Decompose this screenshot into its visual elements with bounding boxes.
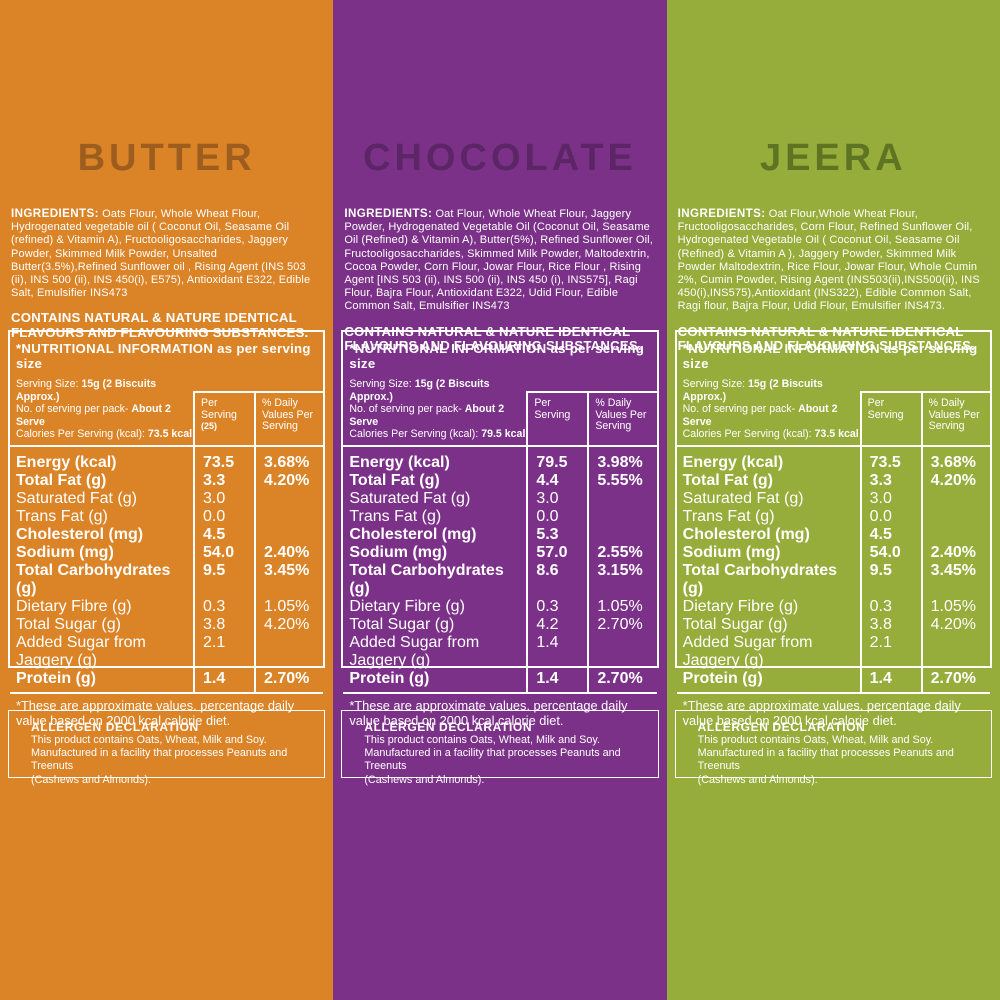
nutrition-row: Dietary Fibre (g) 0.3 1.05%: [677, 597, 990, 616]
nutrition-title: *NUTRITIONAL INFORMATION as per serving …: [349, 341, 645, 371]
nutrition-panel: *NUTRITIONAL INFORMATION as per serving …: [8, 330, 326, 728]
nutrition-panel: *NUTRITIONAL INFORMATION as per serving …: [674, 330, 992, 728]
nutrition-row: Total Fat (g) 3.3 4.20%: [677, 471, 990, 490]
ingredients-zone: INGREDIENTS: Oats Flour, Whole Wheat Flo…: [11, 196, 322, 354]
ingredients-text: INGREDIENTS: Oats Flour, Whole Wheat Flo…: [11, 207, 311, 300]
nutrition-row: Total Fat (g) 4.4 5.55%: [343, 471, 656, 490]
allergen-title: ALLERGEN DECLARATION: [364, 720, 533, 734]
serving-info: Serving Size: 15g (2 Biscuits Approx.) N…: [16, 378, 193, 441]
nutrition-header: Serving Size: 15g (2 Biscuits Approx.) N…: [10, 376, 324, 447]
ingredients-text: INGREDIENTS: Oat Flour, Whole Wheat Flou…: [344, 207, 653, 313]
column-header-daily-values: % Daily Values Per Serving: [254, 391, 324, 445]
nutrition-row: Cholesterol (mg) 4.5: [677, 525, 990, 544]
nutrition-rows: Energy (kcal) 79.5 3.98% Total Fat (g) 4.4 5.…: [343, 446, 656, 692]
nutrition-footnote: *These are approximate values. percentag…: [343, 691, 657, 733]
allergen-box: ALLERGEN DECLARATION This product contai…: [674, 710, 992, 786]
nutrition-row: Total Fat (g) 3.3 4.20%: [10, 471, 323, 490]
nutrition-row: Total Sugar (g) 3.8 4.20%: [677, 615, 990, 634]
nutrition-row: Total Sugar (g) 3.8 4.20%: [10, 615, 323, 634]
nutrition-title: *NUTRITIONAL INFORMATION as per serving …: [682, 341, 978, 371]
nutrition-row: Protein (g) 1.4 2.70%: [677, 669, 990, 692]
nutrition-row: Trans Fat (g) 0.0: [677, 507, 990, 526]
nutrition-row: Energy (kcal) 73.5 3.68%: [677, 446, 990, 472]
allergen-box: ALLERGEN DECLARATION This product contai…: [341, 710, 659, 786]
nutrition-row: Trans Fat (g) 0.0: [343, 507, 656, 526]
panel-jeera: JEERA INGREDIENTS: Oat Flour,Whole Wheat…: [666, 0, 1000, 1000]
allergen-title: ALLERGEN DECLARATION: [697, 720, 866, 734]
nutrition-row: Added Sugar from Jaggery (g) 2.1: [10, 633, 323, 670]
panel-butter: BUTTER INGREDIENTS: Oats Flour, Whole Wh…: [0, 0, 334, 1000]
allergen-text: This product contains Oats, Wheat, Milk …: [697, 734, 954, 786]
nutrition-row: Dietary Fibre (g) 0.3 1.05%: [10, 597, 323, 616]
nutrition-row: Sodium (mg) 57.0 2.55%: [343, 543, 656, 562]
allergen-box: ALLERGEN DECLARATION This product contai…: [8, 710, 326, 786]
ingredients-label: INGREDIENTS:: [677, 207, 766, 220]
column-header-per-serving: Per Serving: [859, 391, 921, 445]
nutrition-row: Total Carbohydrates (g) 9.5 3.45%: [677, 561, 990, 598]
nutrition-footnote: *These are approximate values. percentag…: [10, 691, 324, 733]
nutrition-row: Cholesterol (mg) 4.5: [10, 525, 323, 544]
ingredients-zone: INGREDIENTS: Oat Flour, Whole Wheat Flou…: [344, 196, 655, 367]
nutrition-row: Saturated Fat (g) 3.0: [677, 489, 990, 508]
column-header-per-serving: Per Serving (25): [193, 391, 254, 445]
nutrition-row: Sodium (mg) 54.0 2.40%: [10, 543, 323, 562]
nutrition-row: Added Sugar from Jaggery (g) 2.1: [677, 633, 990, 670]
nutrition-row: Saturated Fat (g) 3.0: [10, 489, 323, 508]
product-title: JEERA: [759, 137, 907, 180]
nutrition-header: Serving Size: 15g (2 Biscuits Approx.) N…: [676, 376, 990, 447]
ingredients-zone: INGREDIENTS: Oat Flour,Whole Wheat Flour…: [678, 196, 989, 367]
nutrition-row: Total Carbohydrates (g) 8.6 3.15%: [343, 561, 656, 598]
ingredients-label: INGREDIENTS:: [11, 207, 99, 220]
nutrition-row: Protein (g) 1.4 2.70%: [10, 669, 323, 692]
column-header-daily-values: % Daily Values Per Serving: [587, 391, 657, 445]
nutrition-row: Cholesterol (mg) 5.3: [343, 525, 656, 544]
nutrition-header: Serving Size: 15g (2 Biscuits Approx.) N…: [343, 376, 657, 447]
nutrition-row: Sodium (mg) 54.0 2.40%: [677, 543, 990, 562]
nutrition-row: Saturated Fat (g) 3.0: [343, 489, 656, 508]
allergen-text: This product contains Oats, Wheat, Milk …: [364, 734, 621, 786]
nutrition-panel: *NUTRITIONAL INFORMATION as per serving …: [341, 330, 659, 728]
nutrition-row: Added Sugar from Jaggery (g) 1.4: [343, 633, 656, 670]
serving-info: Serving Size: 15g (2 Biscuits Approx.) N…: [349, 378, 526, 441]
column-header-per-serving: Per Serving: [526, 391, 588, 445]
allergen-title: ALLERGEN DECLARATION: [31, 720, 199, 734]
column-header-daily-values: % Daily Values Per Serving: [920, 391, 990, 445]
product-title: BUTTER: [77, 137, 256, 180]
contains-statement: CONTAINS NATURAL & NATURE IDENTICAL FLAV…: [11, 310, 309, 341]
allergen-text: This product contains Oats, Wheat, Milk …: [31, 734, 288, 786]
serving-info: Serving Size: 15g (2 Biscuits Approx.) N…: [682, 378, 859, 441]
nutrition-rows: Energy (kcal) 73.5 3.68% Total Fat (g) 3.3 4.…: [10, 446, 323, 692]
nutrition-rows: Energy (kcal) 73.5 3.68% Total Fat (g) 3.3 4.…: [677, 446, 990, 692]
nutrition-row: Energy (kcal) 73.5 3.68%: [10, 446, 323, 472]
product-title: CHOCOLATE: [363, 137, 637, 180]
nutrition-footnote: *These are approximate values. percentag…: [676, 691, 990, 733]
per-serving-subnote: (25): [201, 421, 218, 432]
panel-chocolate: CHOCOLATE INGREDIENTS: Oat Flour, Whole …: [333, 0, 667, 1000]
nutrition-row: Total Sugar (g) 4.2 2.70%: [343, 615, 656, 634]
nutrition-row: Total Carbohydrates (g) 9.5 3.45%: [10, 561, 323, 598]
ingredients-text: INGREDIENTS: Oat Flour,Whole Wheat Flour…: [677, 207, 980, 313]
nutrition-row: Protein (g) 1.4 2.70%: [343, 669, 656, 692]
nutrition-title: *NUTRITIONAL INFORMATION as per serving …: [16, 341, 311, 371]
ingredients-label: INGREDIENTS:: [344, 207, 433, 220]
nutrition-row: Dietary Fibre (g) 0.3 1.05%: [343, 597, 656, 616]
nutrition-row: Trans Fat (g) 0.0: [10, 507, 323, 526]
nutrition-row: Energy (kcal) 79.5 3.98%: [343, 446, 656, 472]
